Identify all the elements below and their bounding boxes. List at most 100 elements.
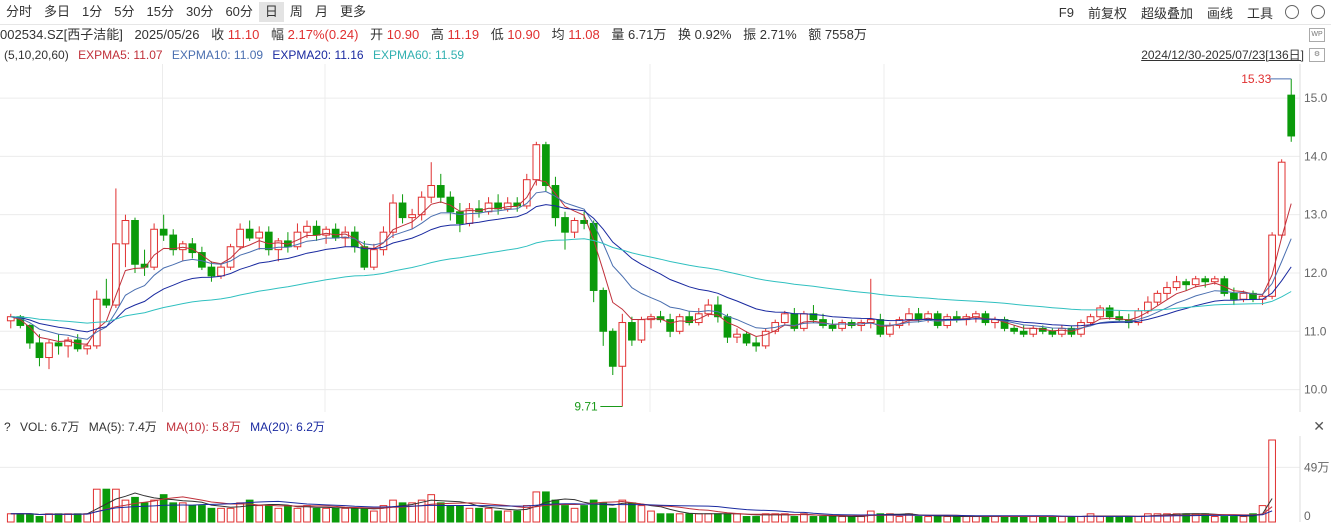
volume-bar — [1077, 516, 1085, 523]
volume-bar — [341, 507, 350, 523]
volume-bar — [494, 510, 502, 523]
candle-body — [599, 289, 608, 332]
volume-bar — [503, 510, 512, 523]
change-label: 幅 — [271, 27, 285, 42]
draw-button[interactable]: 画线 — [1206, 5, 1233, 21]
period-tab-5min[interactable]: 5分 — [114, 4, 135, 19]
volume-bar — [1268, 439, 1276, 523]
close-icon[interactable]: ✕ — [1313, 418, 1325, 434]
candle-body — [1163, 287, 1171, 294]
settings-icon[interactable]: ⚙ — [1309, 48, 1325, 62]
candle-body — [886, 324, 894, 335]
candle-body — [503, 202, 512, 210]
volume-bar — [561, 505, 569, 523]
volume-bar — [303, 505, 311, 523]
candle-body — [1191, 278, 1200, 286]
kline-chart[interactable]: 15.0 14.0 13.0 12.0 11.0 10.0 15.33 9.71 — [0, 64, 1331, 416]
candle-body — [561, 217, 569, 233]
volume-bar — [293, 507, 302, 523]
candle-body — [436, 185, 445, 198]
expma5-label: EXPMA5: 11.07 — [78, 48, 163, 62]
y-tick-label: 12.0 — [1304, 266, 1328, 280]
period-tab-30min[interactable]: 30分 — [185, 4, 214, 19]
turnover-label: 换 — [677, 27, 691, 42]
candle-body — [217, 266, 225, 277]
candle-body — [54, 342, 63, 347]
candle-body — [274, 240, 283, 251]
volume-bar — [542, 491, 550, 523]
period-tab-15min[interactable]: 15分 — [146, 4, 174, 19]
volume-bar — [847, 516, 856, 523]
volume-bar — [972, 516, 980, 523]
period-tab-more[interactable]: 更多 — [339, 4, 366, 19]
overlay-button[interactable]: 超级叠加 — [1140, 5, 1193, 21]
info-icon[interactable] — [1311, 5, 1325, 19]
avg-label: 均 — [551, 27, 565, 42]
volume-bar — [628, 502, 636, 523]
volume-bar — [178, 502, 187, 523]
volume-bar — [73, 513, 82, 523]
volume-bar — [427, 494, 436, 523]
candle-body — [809, 313, 818, 321]
candle-body — [35, 342, 44, 359]
f9-button[interactable]: F9 — [1058, 4, 1074, 20]
volume-bar — [408, 502, 416, 523]
question-icon[interactable]: ? — [4, 420, 11, 434]
volume-bar — [1163, 513, 1171, 523]
period-tab-week[interactable]: 周 — [289, 4, 303, 19]
volume-bar — [312, 507, 321, 523]
tools-button[interactable]: 工具 — [1246, 5, 1273, 21]
candle-body — [1048, 330, 1057, 335]
candle-body — [456, 211, 464, 224]
volume-bar — [933, 516, 942, 523]
candle-body — [398, 202, 407, 219]
wp-icon[interactable]: WP — [1309, 28, 1325, 42]
change-value: 2.17%(0.24) — [287, 27, 359, 42]
candle-body — [532, 144, 541, 181]
expma60-label: EXPMA60: 11.59 — [372, 48, 465, 62]
expma-params[interactable]: (5,10,20,60) — [4, 48, 69, 62]
vol-ma20-label: MA(20): 6.2万 — [250, 420, 325, 434]
period-tab-month[interactable]: 月 — [314, 4, 328, 19]
volume-bar — [991, 516, 999, 523]
volume-bar — [876, 513, 885, 523]
swing-value: 2.71% — [759, 27, 797, 42]
volume-bar — [45, 513, 53, 523]
period-tab-day[interactable]: 日 — [258, 2, 284, 22]
volume-bar — [733, 513, 741, 523]
volume-bar — [1000, 516, 1009, 523]
vol-ma20-line — [10, 500, 1273, 517]
candle-body — [656, 316, 665, 321]
low-value: 10.90 — [507, 27, 540, 42]
adjust-button[interactable]: 前复权 — [1087, 5, 1127, 21]
candle-body — [389, 202, 397, 233]
volume-bar — [226, 507, 235, 523]
period-tab-multiday[interactable]: 多日 — [44, 4, 71, 19]
candle-body — [312, 225, 321, 236]
volume-bar — [857, 516, 866, 523]
volume-chart[interactable]: 49万 0 — [0, 436, 1331, 524]
candle-body — [73, 339, 82, 350]
volume-bar — [723, 513, 732, 523]
date-range[interactable]: 2024/12/30-2025/07/23[136日] — [1141, 48, 1304, 62]
volume-bar — [608, 507, 617, 523]
high-annotation: 15.33 — [1241, 72, 1271, 86]
volume-bar — [752, 516, 760, 523]
quote-info-bar: 002534.SZ[西子洁能] 2025/05/26 收 11.10 幅 2.1… — [0, 24, 875, 46]
candle-body — [1144, 301, 1152, 312]
candle-body — [1210, 278, 1219, 283]
gear-icon[interactable] — [1285, 5, 1299, 19]
period-tab-minute[interactable]: 分时 — [6, 4, 33, 19]
volume-bar — [761, 513, 770, 523]
low-label: 低 — [490, 27, 504, 42]
volume-bar — [484, 507, 493, 523]
volume-bar — [274, 507, 283, 523]
vol-label: VOL: 6.7万 — [20, 420, 80, 434]
period-tab-60min[interactable]: 60分 — [225, 4, 253, 19]
candle-body — [322, 228, 330, 236]
volume-bar — [1029, 516, 1038, 523]
volume-bar — [1058, 516, 1066, 523]
period-tab-1min[interactable]: 1分 — [82, 4, 103, 19]
volume-bar — [771, 513, 780, 523]
candle-body — [1201, 278, 1210, 283]
